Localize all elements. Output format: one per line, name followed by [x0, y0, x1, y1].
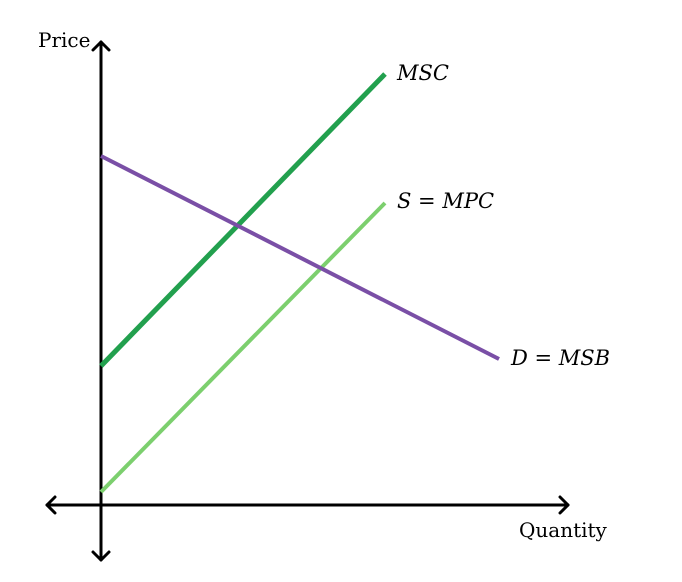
price-axis	[91, 40, 111, 562]
msc-curve	[99, 72, 387, 368]
price-axis-label: Price	[38, 28, 90, 52]
quantity-axis-arrow-right-icon	[558, 495, 570, 515]
quantity-axis	[45, 495, 570, 515]
price-axis-arrow-up-icon	[91, 40, 111, 52]
msc-curve-label: MSC	[396, 61, 449, 85]
msb-curve-label: D = MSB	[510, 346, 610, 370]
quantity-axis-label: Quantity	[519, 518, 608, 542]
quantity-axis-arrow-left-icon	[45, 495, 57, 515]
price-axis-arrow-down-icon	[91, 550, 111, 562]
msb-demand-curve	[100, 154, 500, 361]
mpc-curve-label: S = MPC	[397, 189, 494, 213]
mpc-supply-curve	[99, 201, 387, 494]
